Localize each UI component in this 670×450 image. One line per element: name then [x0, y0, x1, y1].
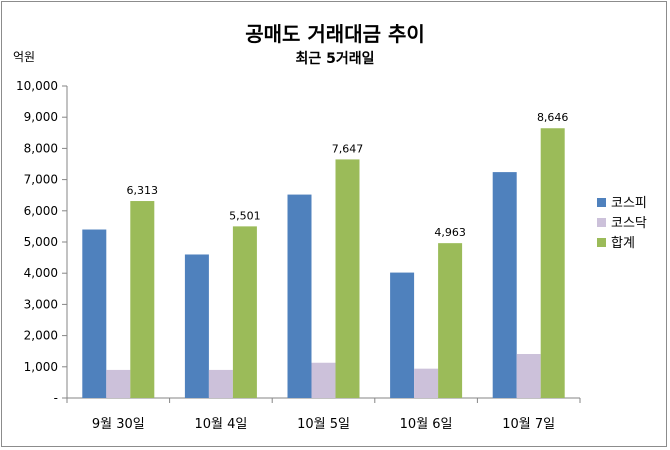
data-label: 5,501 — [229, 209, 261, 222]
y-tick-label: 2,000 — [24, 329, 58, 343]
bar-코스닥 — [106, 369, 131, 398]
y-tick-label: 9,000 — [24, 110, 58, 124]
y-tick-label: 7,000 — [24, 173, 58, 187]
bar-합계 — [232, 226, 257, 398]
x-tick-label: 10월 5일 — [297, 417, 350, 432]
legend-swatch — [597, 238, 606, 247]
x-tick-label: 10월 4일 — [194, 417, 247, 432]
bar-합계 — [438, 243, 463, 398]
bar-코스닥 — [414, 368, 439, 398]
x-tick-label: 10월 7일 — [502, 417, 555, 432]
chart-subtitle: 최근 5거래일 — [295, 51, 375, 67]
y-tick-label: 6,000 — [24, 204, 58, 218]
x-tick-label: 10월 6일 — [400, 417, 453, 432]
bar-코스피 — [287, 194, 312, 398]
bar-코스피 — [184, 254, 209, 398]
legend-swatch — [597, 198, 606, 207]
y-axis-unit-label: 억원 — [13, 50, 36, 64]
bar-코스닥 — [208, 369, 233, 398]
bar-합계 — [540, 128, 565, 398]
legend-label: 코스피 — [611, 196, 647, 211]
bar-코스피 — [390, 272, 415, 398]
data-label: 4,963 — [434, 226, 466, 239]
y-tick-label: 5,000 — [24, 235, 58, 249]
legend-label: 코스닥 — [611, 216, 647, 231]
data-label: 6,313 — [127, 184, 159, 197]
data-label: 8,646 — [537, 111, 569, 124]
y-tick-label: 8,000 — [24, 141, 58, 155]
bar-코스닥 — [516, 354, 541, 398]
bar-합계 — [130, 201, 155, 398]
y-tick-label: - — [54, 391, 58, 405]
y-tick-label: 1,000 — [24, 360, 58, 374]
chart-title: 공매도 거래대금 추이 — [245, 22, 425, 46]
bar-코스닥 — [311, 362, 336, 398]
data-label: 7,647 — [332, 142, 364, 155]
y-tick-label: 10,000 — [16, 79, 58, 93]
bar-합계 — [335, 159, 360, 398]
bar-코스피 — [82, 229, 107, 398]
bar-코스피 — [492, 172, 517, 398]
x-tick-label: 9월 30일 — [92, 417, 145, 432]
legend-label: 합계 — [611, 236, 635, 251]
legend-swatch — [597, 218, 606, 227]
y-tick-label: 4,000 — [24, 266, 58, 280]
y-tick-label: 3,000 — [24, 297, 58, 311]
